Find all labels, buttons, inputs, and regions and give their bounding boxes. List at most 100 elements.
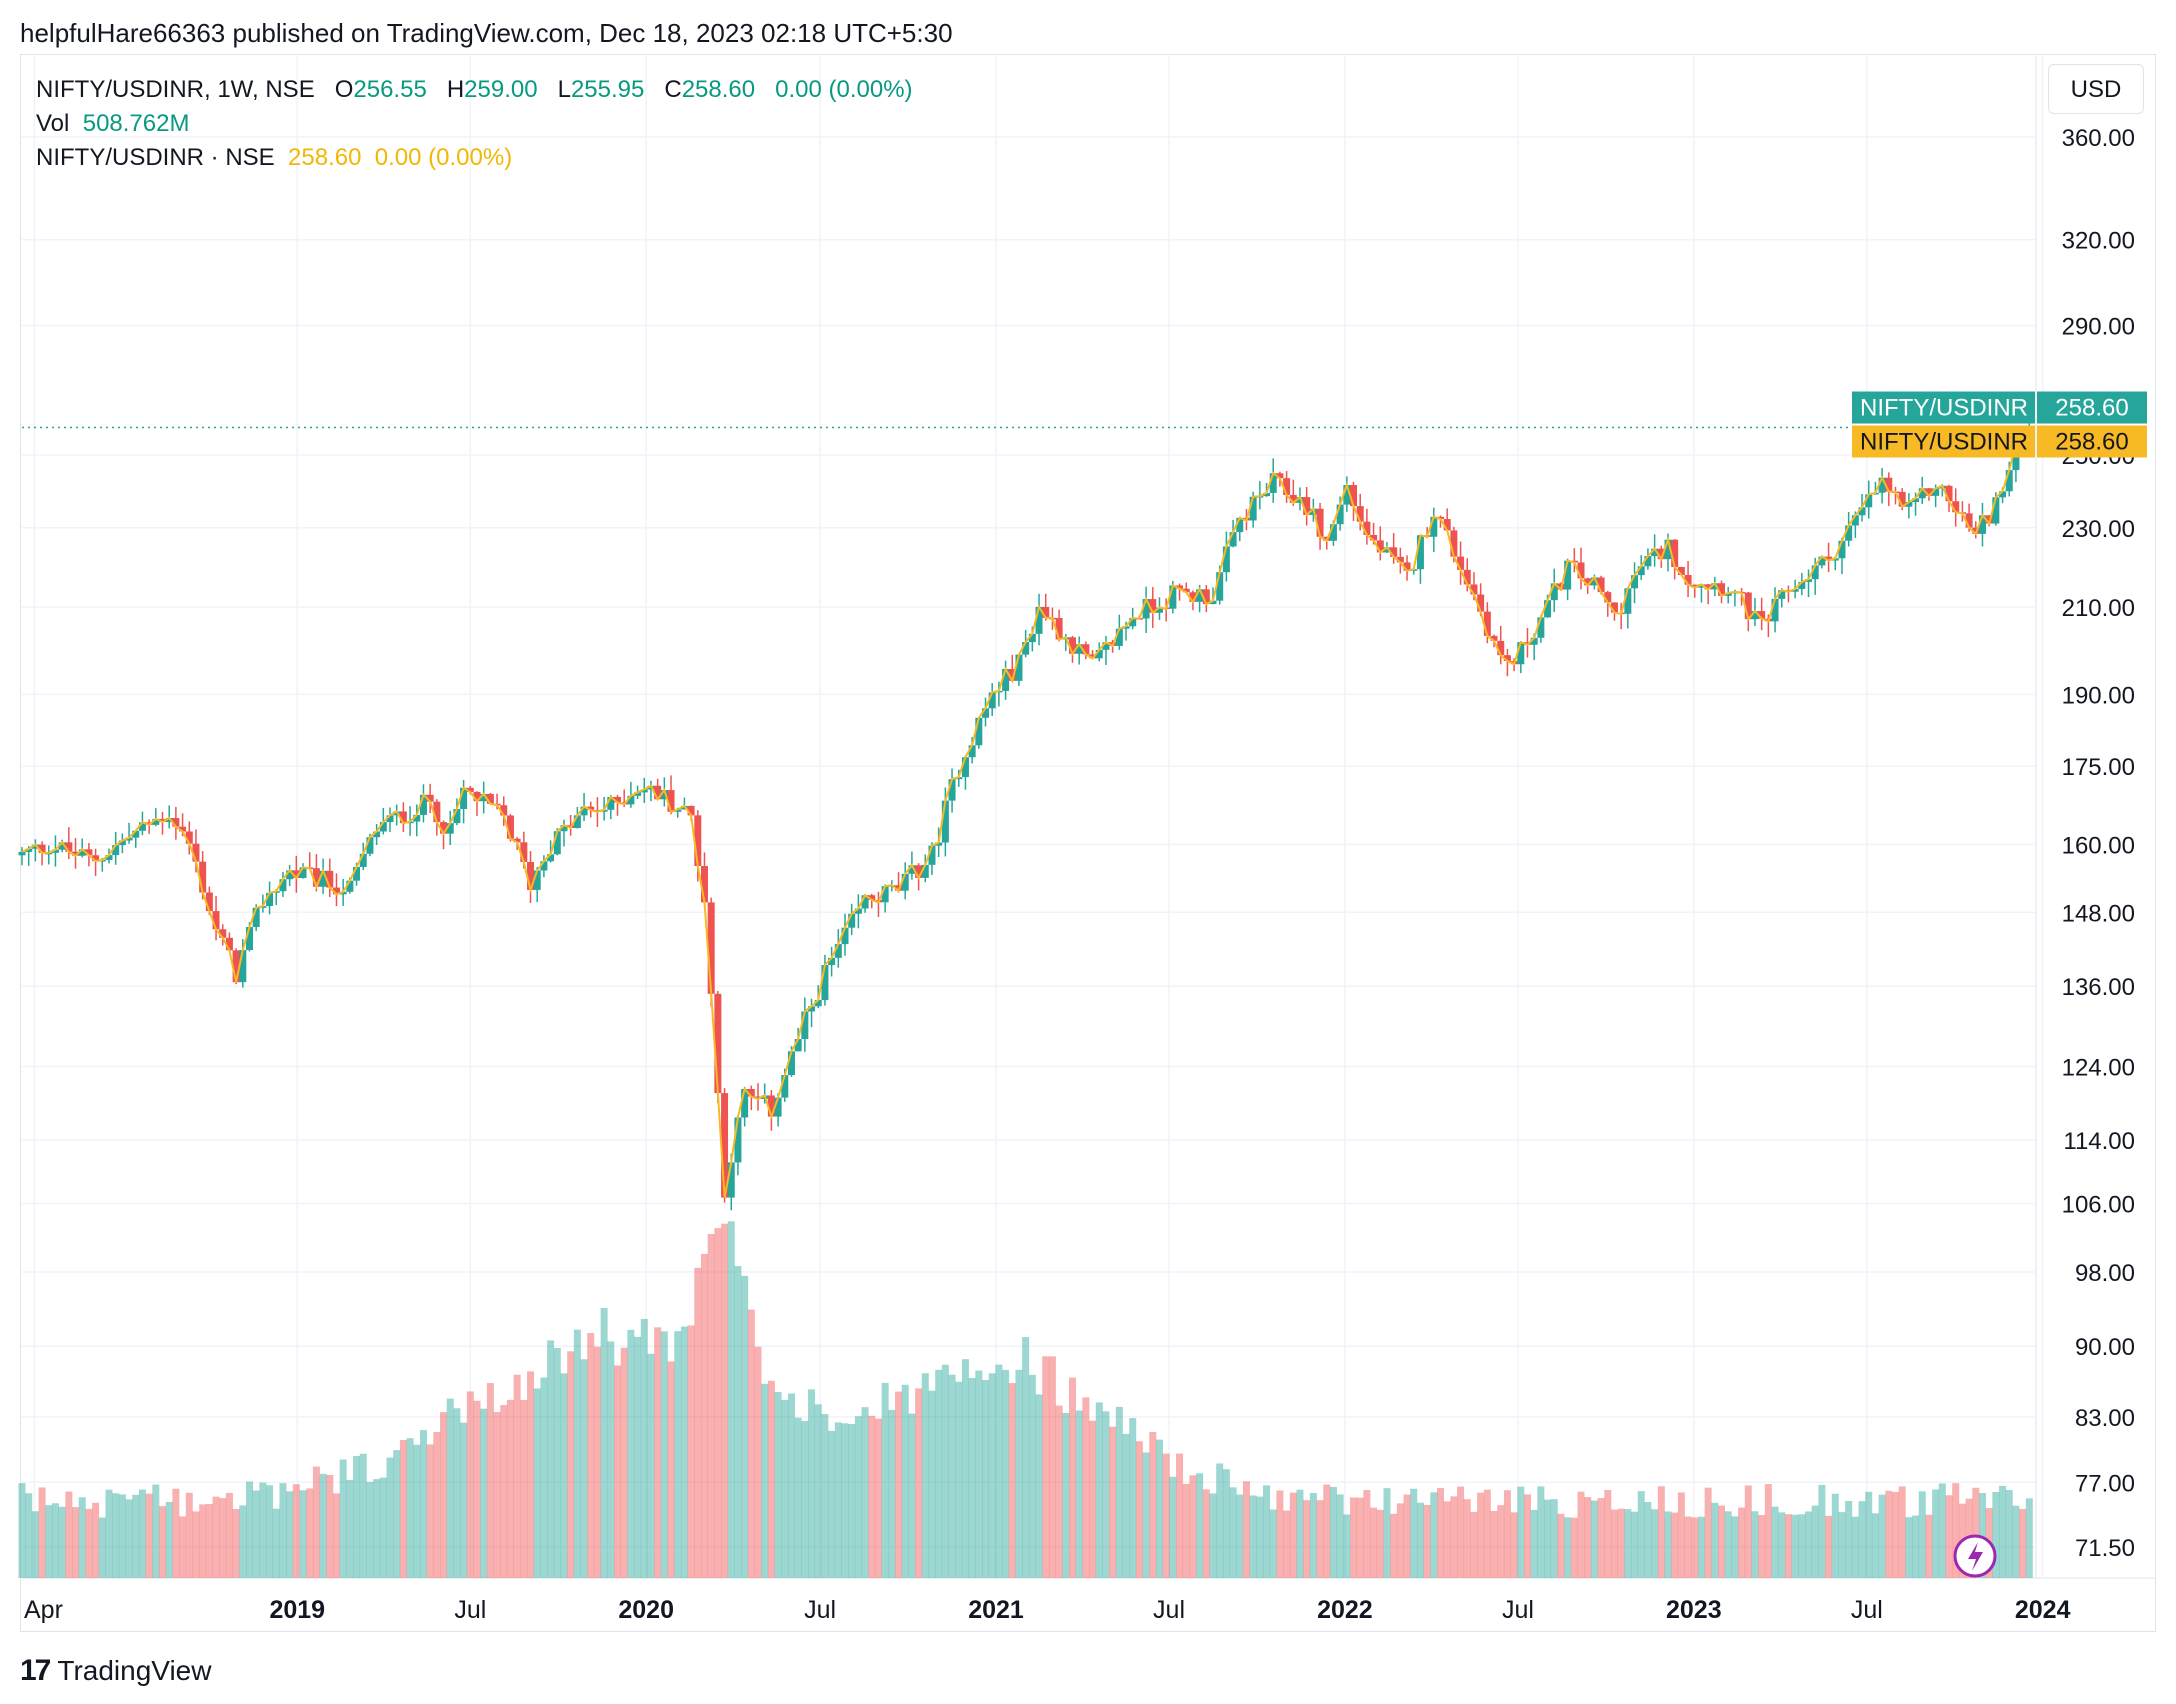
candle-body <box>1249 496 1257 521</box>
volume-bar <box>419 1430 427 1578</box>
candle-body <box>185 831 193 844</box>
candle-body <box>1303 497 1311 515</box>
volume-bar <box>192 1511 200 1578</box>
candle-body <box>1343 485 1351 505</box>
candle-body <box>1115 628 1123 646</box>
candle-body <box>1430 516 1438 537</box>
time-axis: Apr 2019 Jul 2020 Jul 2021 Jul 2022 Jul 2023 Jul 20… <box>24 1596 2071 1624</box>
candle-body <box>1055 618 1063 640</box>
line-legend: NIFTY/USDINR · NSE 258.60 0.00 (0.00%) <box>36 144 512 172</box>
candle-body <box>607 796 615 810</box>
volume-bar <box>774 1391 782 1578</box>
volume-bar <box>199 1504 207 1578</box>
volume-bar <box>1028 1374 1036 1578</box>
volume-bar <box>1249 1495 1257 1578</box>
candle-body <box>446 823 454 834</box>
volume-bar <box>1109 1426 1117 1578</box>
candle-body <box>1918 488 1926 499</box>
time-tick-label: Jul <box>1502 1596 1534 1624</box>
volume-bar <box>1530 1509 1538 1578</box>
time-tick-label: 2019 <box>269 1596 325 1624</box>
currency-button[interactable]: USD <box>2048 64 2144 114</box>
volume-bars <box>18 1221 2033 1578</box>
candle-body <box>419 794 427 815</box>
volume-bar <box>921 1373 929 1578</box>
candle-body <box>433 801 441 823</box>
volume-bar <box>98 1517 106 1578</box>
candle-body <box>553 831 561 855</box>
candle-body <box>1390 547 1398 557</box>
volume-bar <box>1871 1513 1879 1578</box>
candle-body <box>466 787 474 792</box>
candle-body <box>232 950 240 983</box>
candle-body <box>426 794 434 802</box>
candle-body <box>1530 637 1538 645</box>
volume-bar <box>1242 1481 1250 1578</box>
candle-body <box>299 867 307 878</box>
volume-bar <box>1483 1489 1491 1578</box>
candle-body <box>727 1162 735 1198</box>
time-tick-label: 2023 <box>1666 1596 1722 1624</box>
volume-label[interactable]: Vol <box>36 110 70 137</box>
chart-frame <box>20 54 2156 1632</box>
symbol-label[interactable]: NIFTY/USDINR, 1W, NSE <box>36 76 315 103</box>
volume-bar <box>1236 1494 1244 1578</box>
candle-body <box>1965 513 1973 528</box>
volume-bar <box>1450 1496 1458 1578</box>
candle-body <box>1651 548 1659 557</box>
volume-bar <box>928 1390 936 1578</box>
lightning-icon[interactable] <box>1953 1534 1997 1578</box>
candle-body <box>1952 501 1960 513</box>
volume-bar <box>1811 1505 1819 1578</box>
price-chart[interactable]: 360.00320.00290.00250.00230.00210.00190.… <box>0 0 2176 1640</box>
volume-bar <box>245 1481 253 1578</box>
candle-body <box>1818 556 1826 566</box>
volume-bar <box>814 1404 822 1578</box>
volume-bar <box>767 1380 775 1578</box>
candle-body <box>1845 525 1853 541</box>
candle-body <box>480 793 488 802</box>
volume-bar <box>1142 1452 1150 1578</box>
volume-bar <box>1229 1487 1237 1578</box>
volume-bar <box>560 1373 568 1578</box>
volume-bar <box>266 1485 274 1578</box>
volume-bar <box>1704 1487 1712 1578</box>
volume-bar <box>1778 1512 1786 1578</box>
candle-body <box>1236 517 1244 533</box>
candle-body <box>935 842 943 846</box>
volume-bar <box>1918 1491 1926 1578</box>
footer-brand[interactable]: 17 TradingView <box>20 1654 211 1688</box>
volume-bar <box>1436 1488 1444 1578</box>
volume-bar <box>935 1369 943 1578</box>
candle-body <box>1216 572 1224 601</box>
volume-bar <box>1390 1513 1398 1578</box>
candle-body <box>794 1038 802 1052</box>
candle-body <box>1704 584 1712 590</box>
volume-bar <box>145 1493 153 1578</box>
line-series-label[interactable]: NIFTY/USDINR · NSE <box>36 144 275 171</box>
volume-bar <box>1825 1515 1833 1578</box>
candle-body <box>1978 515 1986 534</box>
candle-body <box>1564 560 1572 590</box>
price-label-value-box <box>2037 391 2147 424</box>
volume-bar <box>1597 1498 1605 1578</box>
candle-body <box>1095 649 1103 659</box>
change-value: 0.00 (0.00%) <box>775 76 913 103</box>
volume-bar <box>567 1351 575 1578</box>
volume-value: 508.762M <box>82 110 190 137</box>
volume-bar <box>1082 1397 1090 1578</box>
candle-body <box>533 870 541 890</box>
candle-body <box>65 842 73 852</box>
volume-bar <box>112 1493 120 1578</box>
candle-body <box>1276 473 1284 479</box>
volume-bar <box>332 1493 340 1578</box>
candle-body <box>1122 626 1130 629</box>
candle-body <box>547 854 555 862</box>
volume-bar <box>1784 1514 1792 1578</box>
volume-bar <box>1089 1420 1097 1578</box>
volume-bar <box>527 1371 535 1578</box>
volume-bar <box>660 1331 668 1578</box>
candle-body <box>1142 599 1150 619</box>
candle-body <box>580 806 588 816</box>
high-label: H <box>446 76 465 103</box>
